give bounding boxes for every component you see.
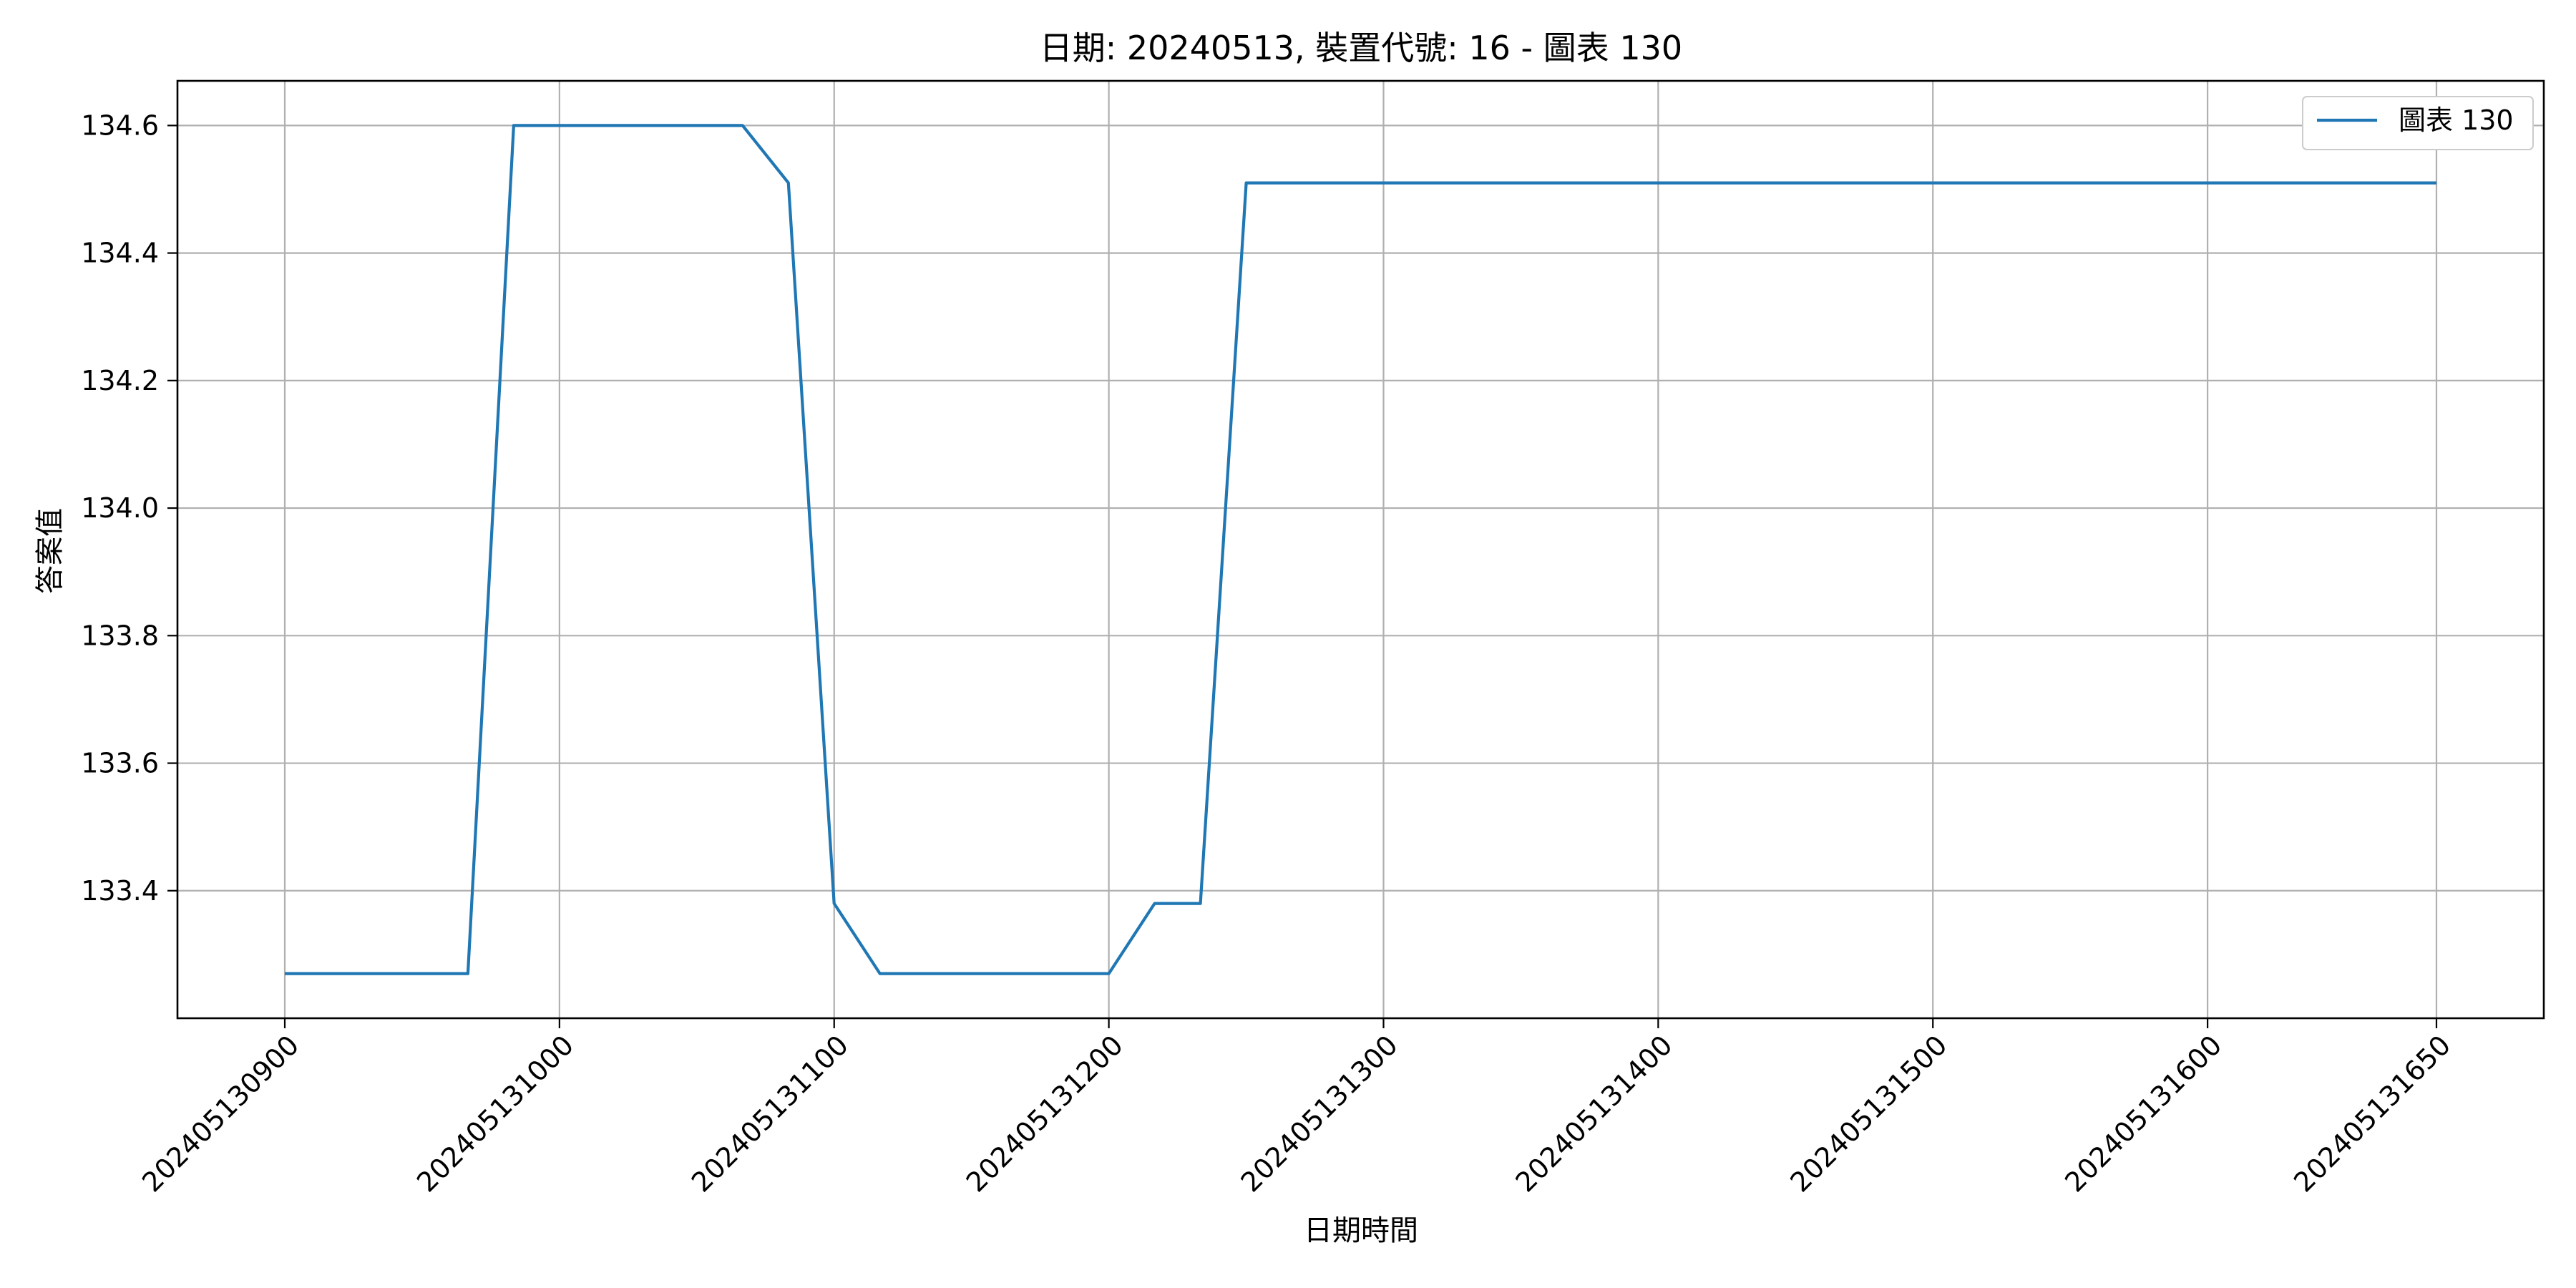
plot-area-frame	[176, 79, 2545, 1020]
data-point	[2160, 181, 2164, 185]
data-point	[2251, 181, 2255, 185]
x-axis-title: 日期時間	[1304, 1214, 1418, 1247]
y-tick-label: 134.2	[81, 365, 159, 396]
data-point	[786, 181, 791, 185]
data-point	[1564, 181, 1568, 185]
data-point	[1290, 181, 1294, 185]
data-point	[512, 123, 516, 127]
data-point	[2114, 181, 2118, 185]
data-point	[2343, 181, 2347, 185]
chart-title: 日期: 20240513, 裝置代號: 16 - 圖表 130	[1040, 29, 1682, 67]
data-point	[1382, 181, 1386, 185]
data-point	[466, 972, 470, 976]
data-point	[1839, 181, 1843, 185]
series-line	[285, 124, 2436, 975]
data-point	[1061, 972, 1065, 976]
data-point	[1656, 181, 1660, 185]
data-point	[1199, 902, 1203, 906]
data-point	[2434, 181, 2439, 185]
data-point	[1153, 902, 1157, 906]
y-tick-label: 134.0	[81, 492, 159, 524]
data-point	[374, 972, 379, 976]
grid	[177, 81, 2544, 1018]
data-point	[1610, 181, 1614, 185]
data-point	[603, 123, 608, 127]
data-point	[1473, 181, 1477, 185]
y-tick-label: 134.4	[81, 238, 159, 269]
data-point	[2068, 181, 2072, 185]
data-point	[2297, 181, 2301, 185]
data-point	[283, 972, 287, 976]
data-point	[1107, 972, 1111, 976]
y-tick-label: 134.6	[81, 109, 159, 141]
data-point	[1931, 181, 1935, 185]
data-point	[557, 123, 562, 127]
data-point	[1244, 181, 1249, 185]
y-tick-label: 133.4	[81, 875, 159, 907]
data-point	[1702, 181, 1706, 185]
data-point	[1976, 181, 1981, 185]
series-layer	[283, 123, 2439, 976]
y-tick-label: 133.6	[81, 748, 159, 779]
y-axis: 133.4 133.6 133.8 134.0 134.2 134.4 134.6	[81, 109, 177, 907]
data-point	[695, 123, 699, 127]
data-point	[970, 972, 974, 976]
data-point	[924, 972, 928, 976]
data-point	[649, 123, 653, 127]
data-point	[1336, 181, 1340, 185]
data-point	[1015, 972, 1020, 976]
data-point	[1428, 181, 1432, 185]
legend: 圖表 130	[2302, 96, 2534, 150]
data-point	[2022, 181, 2026, 185]
y-axis-title: 答案值	[34, 508, 67, 594]
data-point	[1793, 181, 1797, 185]
legend-label: 圖表 130	[2399, 104, 2514, 136]
legend-box	[2302, 96, 2534, 150]
data-point	[832, 902, 836, 906]
data-point	[1518, 181, 1523, 185]
data-point	[1747, 181, 1752, 185]
data-point	[2205, 181, 2210, 185]
y-tick-label: 133.8	[81, 620, 159, 651]
data-point	[328, 972, 333, 976]
data-point	[741, 123, 745, 127]
data-point	[2389, 181, 2393, 185]
data-point	[1885, 181, 1889, 185]
data-point	[878, 972, 882, 976]
data-point	[420, 972, 424, 976]
